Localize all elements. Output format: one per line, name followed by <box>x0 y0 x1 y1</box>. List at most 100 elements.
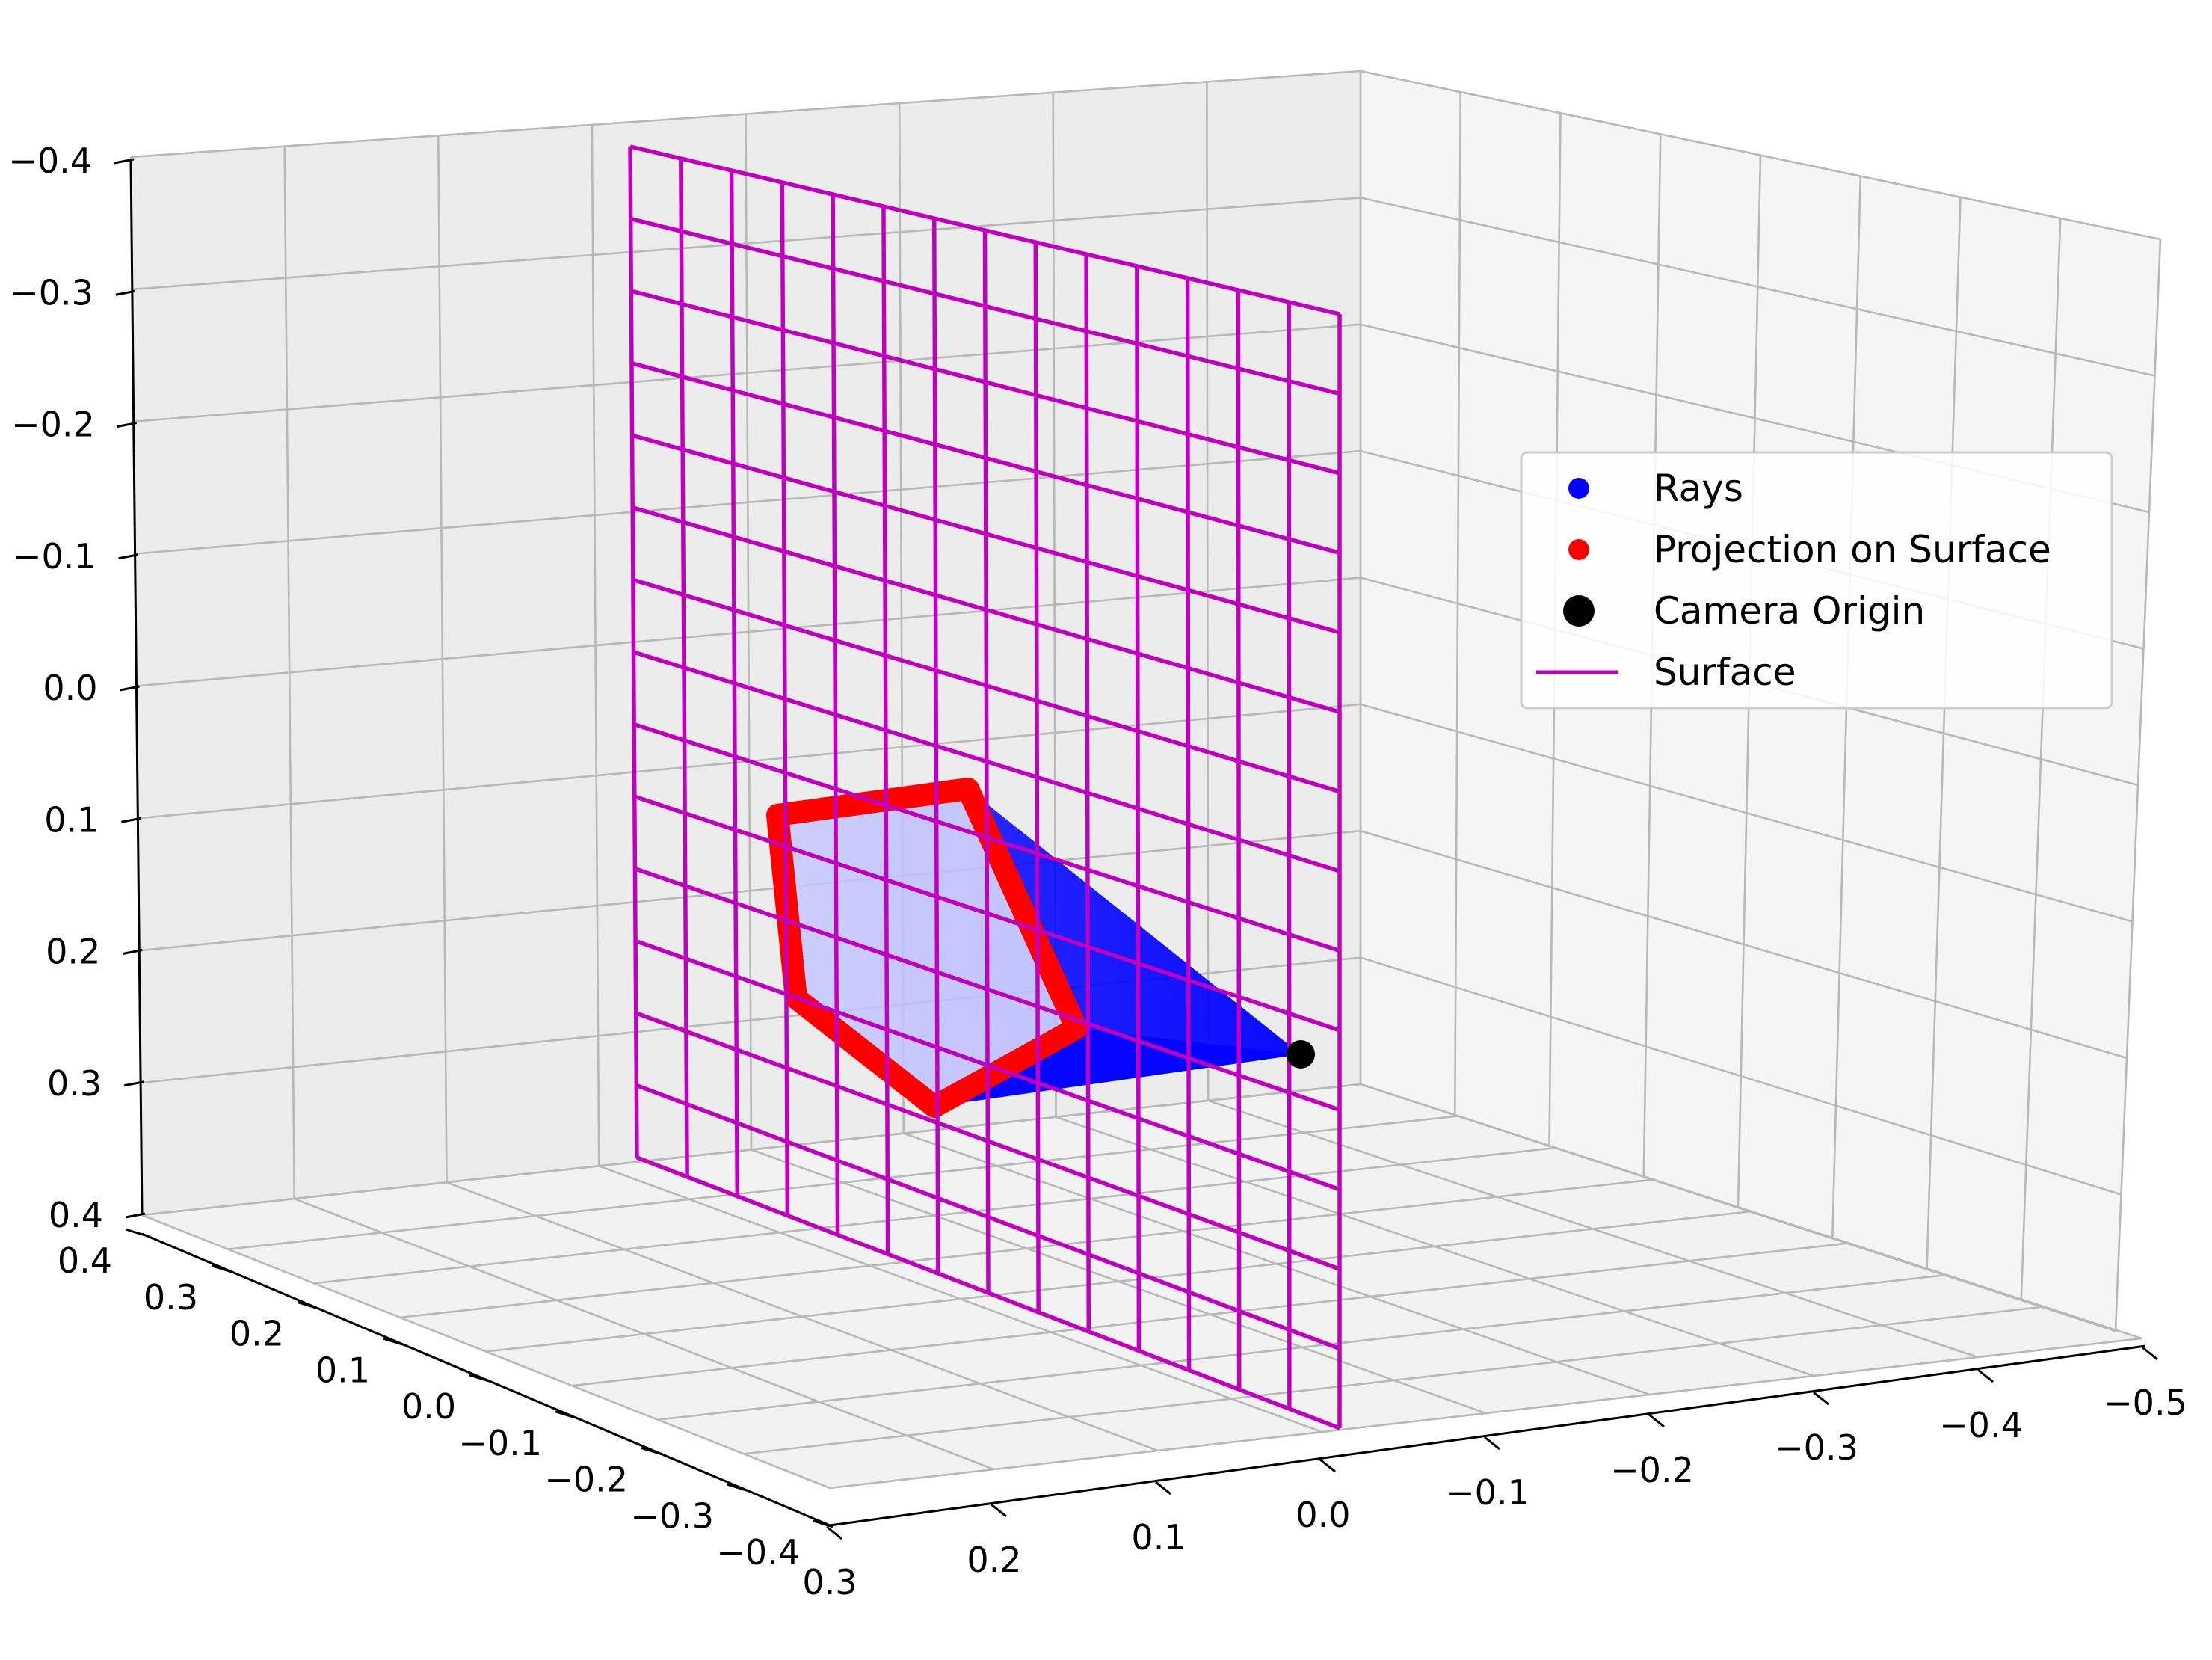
y-tick-label: −0.1 <box>458 1423 542 1463</box>
z-tick-label: −0.4 <box>8 141 92 181</box>
x-tick <box>1648 1413 1665 1428</box>
right-pane-grid-line <box>1360 197 2155 377</box>
surface-line <box>1185 277 1192 1371</box>
y-tick <box>813 1519 834 1528</box>
floor-grid-line <box>1056 1116 1814 1377</box>
legend-label: Rays <box>1654 467 1743 510</box>
z-tick <box>118 553 138 560</box>
x-tick <box>1813 1391 1829 1406</box>
x-tick <box>826 1525 842 1540</box>
legend-label: Projection on Surface <box>1654 528 2051 571</box>
left-pane-grid-line <box>135 449 1361 555</box>
floor-grid-line <box>657 1273 1947 1421</box>
z-tick-label: 0.0 <box>43 668 97 708</box>
tick-marks <box>114 158 2158 1540</box>
left-pane-grid-line <box>133 323 1361 423</box>
z-tick-label: 0.3 <box>47 1063 102 1104</box>
left-pane-grid-line <box>132 197 1361 291</box>
x-tick <box>1319 1458 1336 1473</box>
y-tick-label: 0.3 <box>144 1277 198 1318</box>
surface-line <box>1135 265 1142 1351</box>
z-tick <box>123 1080 144 1087</box>
y-tick <box>125 1228 146 1237</box>
z-tick <box>122 949 143 955</box>
left-pane-grid-line <box>1206 82 1210 1101</box>
right-pane-grid-line <box>2020 218 2062 1300</box>
y-tick-label: −0.2 <box>544 1460 628 1500</box>
y-tick-label: 0.0 <box>401 1386 456 1427</box>
x-tick-label: 0.0 <box>1296 1495 1350 1535</box>
x-axis-line <box>829 1344 2146 1527</box>
legend-label: Surface <box>1654 651 1796 694</box>
z-tick <box>117 422 138 428</box>
y-tick <box>211 1264 232 1273</box>
z-tick-label: 0.2 <box>46 932 100 972</box>
x-tick <box>1977 1368 1994 1383</box>
surface-line <box>831 194 840 1235</box>
surface-line <box>881 206 890 1255</box>
surface-line <box>1084 253 1091 1332</box>
surface-line <box>679 158 689 1177</box>
legend: Rays Projection on Surface Camera Origin Su… <box>1520 451 2113 710</box>
surface-line <box>1033 242 1041 1312</box>
y-tick-label: 0.4 <box>58 1241 112 1281</box>
x-tick-label: 0.3 <box>802 1562 857 1602</box>
y-tick <box>555 1410 576 1419</box>
camera-origin-point <box>1287 1040 1315 1069</box>
y-tick-label: −0.3 <box>630 1495 714 1536</box>
tick-labels: −0.4−0.3−0.2−0.10.00.10.20.30.40.40.30.2… <box>8 141 2187 1602</box>
surface-line <box>780 182 790 1216</box>
surface-line <box>1236 289 1242 1390</box>
y-tick <box>383 1337 404 1346</box>
z-tick-label: 0.4 <box>49 1195 103 1235</box>
floor-grid-line <box>1360 1083 2142 1340</box>
z-tick <box>115 289 136 296</box>
x-tick-label: −0.5 <box>2104 1383 2187 1423</box>
x-tick <box>1155 1481 1171 1495</box>
z-tick-label: 0.1 <box>44 799 99 840</box>
floor-grid-line <box>485 1210 1752 1353</box>
legend-dot-swatch <box>1568 539 1589 560</box>
legend-frame <box>1520 451 2113 710</box>
z-tick <box>125 1212 146 1219</box>
z-tick <box>114 158 135 165</box>
x-tick <box>2142 1346 2158 1361</box>
data-marks <box>628 144 1342 1430</box>
y-tick-label: 0.1 <box>315 1350 370 1390</box>
x-tick <box>1484 1436 1500 1451</box>
z-tick-label: −0.2 <box>11 405 95 445</box>
floor-grid-line <box>571 1242 1849 1387</box>
surface-line <box>1287 301 1292 1410</box>
ray-face <box>934 1028 1301 1107</box>
y-tick <box>297 1301 318 1309</box>
right-pane-grid-line <box>1360 70 2161 241</box>
y-tick <box>641 1447 662 1455</box>
floor-grid-line <box>1207 1099 1979 1359</box>
legend-dot-swatch <box>1568 478 1589 499</box>
legend-dot-swatch <box>1563 595 1595 627</box>
x-tick-label: −0.3 <box>1775 1427 1858 1468</box>
x-tick <box>991 1503 1007 1518</box>
y-tick <box>727 1483 748 1492</box>
grid-lines <box>129 70 2162 1490</box>
floor-grid-line <box>743 1306 2045 1455</box>
y-tick <box>469 1374 490 1383</box>
right-pane-grid-line <box>1926 197 1962 1270</box>
left-pane-grid-line <box>130 70 1361 159</box>
left-pane-grid-line <box>136 577 1361 687</box>
legend-label: Camera Origin <box>1654 589 1925 633</box>
surface-line <box>982 230 991 1294</box>
x-tick-label: −0.2 <box>1610 1450 1694 1490</box>
surface-line <box>931 218 940 1274</box>
floor-pane <box>142 1084 2142 1488</box>
y-tick-label: 0.2 <box>229 1314 284 1354</box>
right-pane-grid-line <box>2114 239 2162 1332</box>
x-tick-label: −0.4 <box>1939 1405 2023 1445</box>
z-tick <box>121 817 141 823</box>
surface-grid <box>628 144 1342 1430</box>
z-tick-label: −0.1 <box>13 536 96 577</box>
floor-grid-line <box>903 1132 1651 1396</box>
z-tick-label: −0.3 <box>10 272 93 313</box>
x-tick-label: 0.1 <box>1131 1517 1186 1558</box>
